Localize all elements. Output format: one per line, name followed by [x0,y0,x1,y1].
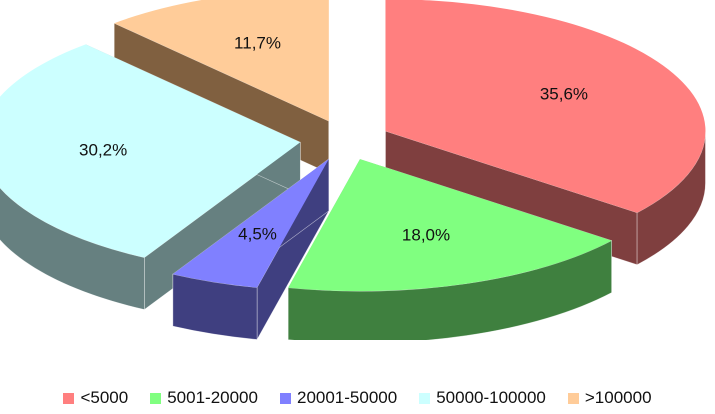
legend-swatch [150,392,162,404]
chart-legend: <5000 5001-20000 20001-50000 50000-100000 >1… [0,386,715,410]
pie-chart: 35,6% 18,0% 4,5% 30,2% 11,7% [0,0,706,340]
legend-item-gt-100000: >100000 [567,388,652,408]
legend-label: 50000-100000 [436,388,546,407]
legend-item-5001-20000: 5001-20000 [150,388,258,408]
pie-slice-5001-20000 [288,159,612,292]
data-label-5001-20000: 18,0% [402,225,450,244]
legend-swatch [567,392,579,404]
pie-slice-20001-50000 [172,158,329,288]
legend-item-lt-5000: <5000 [63,388,128,408]
pie-top-faces [0,0,706,292]
legend-item-20001-50000: 20001-50000 [279,388,398,408]
legend-swatch [63,392,75,404]
pie-slice-lt-5000 [385,0,706,213]
pie-slice-50000-100000 [0,44,301,258]
legend-label: >100000 [584,388,652,407]
pie-data-labels: 35,6% 18,0% 4,5% 30,2% 11,7% [79,34,588,245]
legend-label: 20001-50000 [296,388,398,407]
data-label-gt-100000: 11,7% [234,34,281,53]
legend-swatch [279,392,291,404]
legend-label: 5001-20000 [167,388,258,407]
legend-swatch [419,392,431,404]
pie-slice-gt-100000 [114,0,329,122]
data-label-lt-5000: 35,6% [540,84,588,103]
data-label-50000-100000: 30,2% [79,141,127,160]
data-label-20001-50000: 4,5% [238,224,277,243]
legend-item-50000-100000: 50000-100000 [419,388,546,408]
legend-label: <5000 [80,388,129,407]
